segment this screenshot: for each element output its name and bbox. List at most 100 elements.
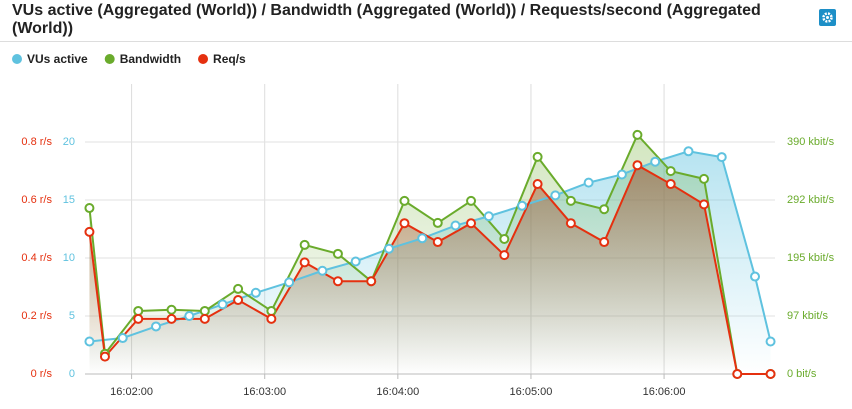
point	[565, 195, 576, 206]
area	[89, 151, 771, 374]
point	[499, 250, 510, 261]
point	[665, 179, 676, 190]
point	[133, 305, 144, 316]
point	[317, 265, 328, 276]
point	[750, 271, 761, 282]
point	[432, 237, 443, 248]
point	[599, 237, 610, 248]
point	[366, 276, 377, 287]
point	[266, 305, 277, 316]
y3-tick-label: 5	[69, 310, 75, 322]
point	[632, 160, 643, 171]
y3-tick-label: 0	[69, 368, 75, 380]
y-tick-label: 0.2 r/s	[21, 310, 52, 322]
point	[250, 287, 261, 298]
legend-label: VUs active	[27, 52, 88, 66]
point	[599, 204, 610, 215]
line	[89, 150, 772, 343]
point	[350, 256, 361, 267]
point	[84, 336, 95, 347]
point	[233, 283, 244, 294]
chart-title: VUs active (Aggregated (World)) / Bandwi…	[12, 2, 761, 37]
point	[332, 276, 343, 287]
y3-tick-label: 20	[63, 136, 75, 148]
point	[565, 218, 576, 229]
point	[532, 151, 543, 162]
settings-button[interactable]	[819, 9, 836, 26]
legend-swatch	[12, 54, 22, 64]
point	[765, 336, 776, 347]
point	[732, 369, 743, 379]
y-tick-label: 0 r/s	[31, 368, 53, 380]
point	[332, 248, 343, 259]
point	[217, 299, 228, 310]
point	[117, 333, 128, 344]
point	[383, 243, 394, 254]
y3-tick-label: 10	[63, 252, 75, 264]
point	[765, 369, 776, 379]
point	[483, 211, 494, 222]
y2-tick-label: 195 kbit/s	[787, 252, 835, 264]
y2-tick-label: 97 kbit/s	[787, 310, 828, 322]
point	[499, 233, 510, 244]
point	[299, 257, 310, 268]
point	[450, 220, 461, 231]
line	[88, 163, 771, 375]
y3-tick-label: 15	[63, 194, 75, 206]
point	[166, 304, 177, 315]
point	[699, 173, 710, 184]
area	[89, 134, 771, 374]
point	[99, 348, 110, 359]
point	[517, 200, 528, 211]
y-tick-label: 0.8 r/s	[21, 136, 52, 148]
gear-icon	[822, 12, 833, 23]
y2-tick-label: 292 kbit/s	[787, 194, 835, 206]
point	[233, 295, 244, 306]
point	[632, 129, 643, 140]
point	[166, 313, 177, 324]
point	[616, 169, 627, 180]
point	[184, 311, 195, 321]
point	[84, 203, 95, 214]
point	[266, 313, 277, 324]
legend-label: Req/s	[213, 52, 246, 66]
point	[699, 199, 710, 210]
point	[765, 369, 776, 379]
point	[199, 305, 210, 316]
legend-swatch	[198, 54, 209, 64]
point	[716, 152, 727, 163]
x-tick-label: 16:04:00	[376, 386, 419, 398]
point	[133, 313, 144, 324]
point	[366, 276, 377, 287]
point	[532, 179, 543, 190]
point	[150, 321, 161, 332]
point	[466, 218, 477, 229]
x-tick-label: 16:06:00	[643, 386, 686, 398]
x-tick-label: 16:05:00	[510, 386, 553, 398]
x-tick-label: 16:03:00	[243, 386, 286, 398]
y2-tick-label: 0 bit/s	[787, 368, 817, 380]
point	[650, 156, 661, 167]
point	[99, 351, 110, 362]
point	[199, 313, 210, 324]
point	[84, 226, 95, 237]
point	[683, 146, 694, 157]
point	[732, 369, 743, 379]
y-tick-label: 0.6 r/s	[21, 194, 52, 206]
legend-label: Bandwidth	[120, 52, 181, 66]
point	[665, 166, 676, 177]
point	[299, 239, 310, 250]
point	[284, 277, 295, 288]
y-tick-label: 0.4 r/s	[21, 252, 52, 264]
point	[583, 177, 594, 188]
point	[417, 233, 428, 244]
x-tick-label: 16:02:00	[110, 386, 153, 398]
point	[399, 218, 410, 229]
point	[432, 217, 443, 228]
legend-swatch	[104, 54, 115, 64]
line	[88, 133, 771, 375]
point	[466, 195, 477, 206]
point	[550, 190, 561, 201]
